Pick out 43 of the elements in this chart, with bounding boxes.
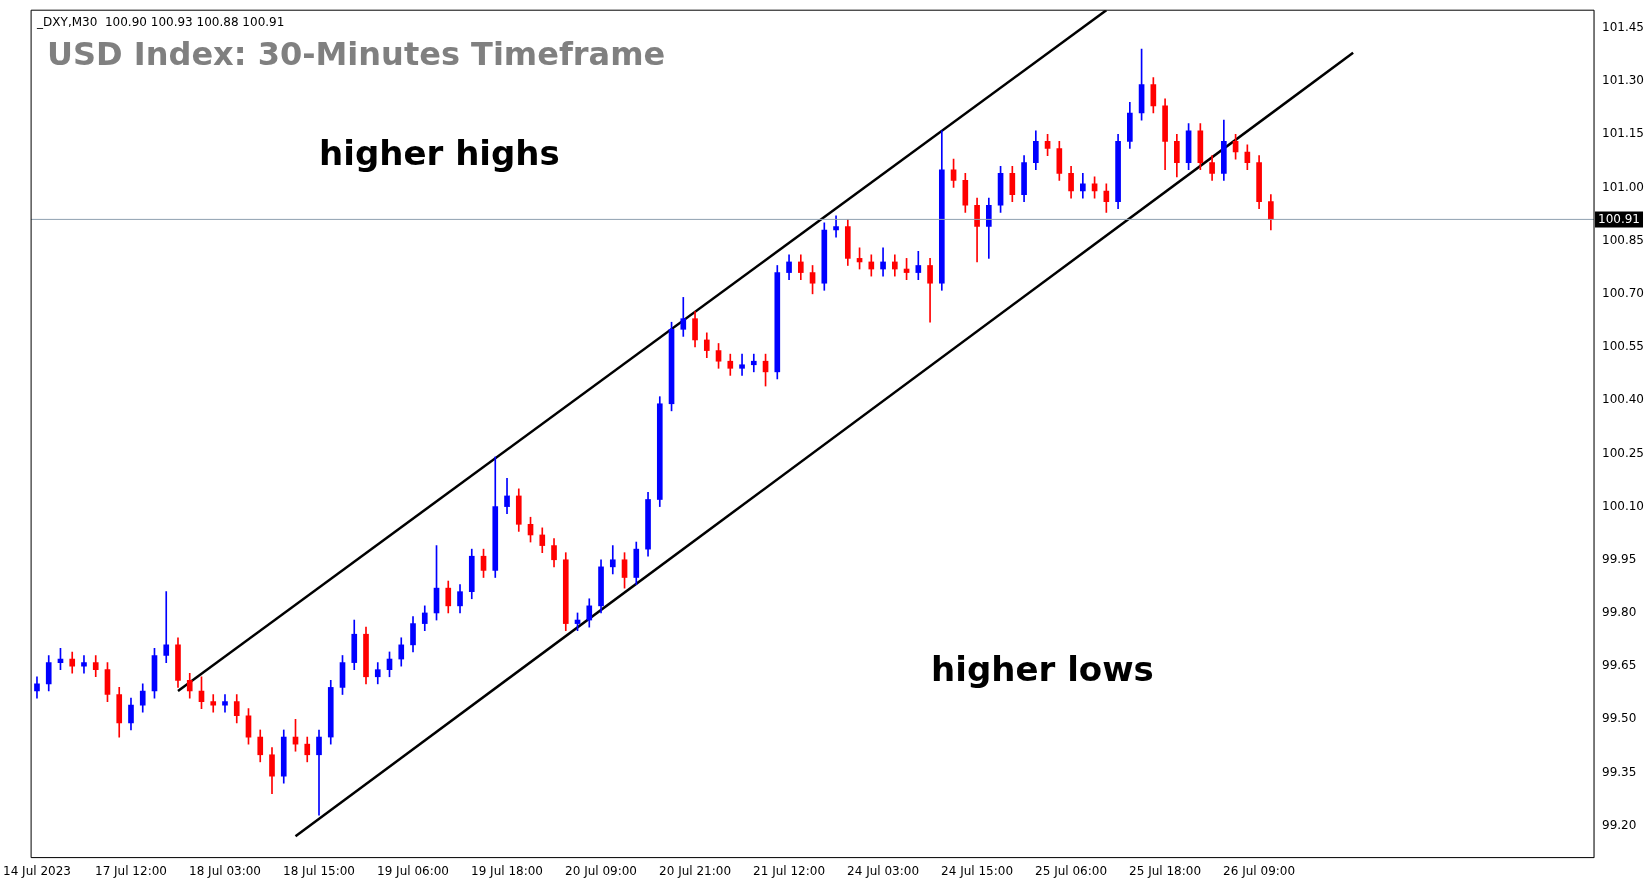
y-tick-label: 99.95 bbox=[1602, 551, 1637, 566]
candlestick bbox=[750, 353, 757, 373]
candlestick bbox=[210, 694, 217, 713]
candlestick bbox=[739, 353, 745, 376]
y-tick-label: 99.50 bbox=[1602, 711, 1637, 726]
y-tick-label: 100.85 bbox=[1602, 232, 1645, 247]
x-tick-label: 18 Jul 03:00 bbox=[189, 863, 261, 878]
x-tick-label: 14 Jul 2023 bbox=[3, 863, 71, 878]
y-tick-label: 100.70 bbox=[1602, 285, 1645, 300]
annotation: higher lows bbox=[931, 648, 1154, 689]
x-tick-label: 19 Jul 18:00 bbox=[471, 863, 543, 878]
x-tick-label: 21 Jul 12:00 bbox=[753, 863, 826, 878]
y-tick-label: 100.10 bbox=[1602, 498, 1645, 513]
y-tick-label: 99.20 bbox=[1602, 817, 1637, 832]
x-tick-label: 24 Jul 15:00 bbox=[941, 863, 1014, 878]
y-tick-label: 100.55 bbox=[1602, 339, 1645, 354]
x-tick-label: 20 Jul 09:00 bbox=[565, 863, 638, 878]
y-tick-label: 99.35 bbox=[1602, 764, 1637, 779]
x-tick-label: 26 Jul 09:00 bbox=[1223, 863, 1296, 878]
y-tick-label: 100.40 bbox=[1602, 392, 1645, 407]
candlestick bbox=[880, 247, 886, 277]
x-tick-label: 24 Jul 03:00 bbox=[847, 863, 920, 878]
y-tick-label: 101.30 bbox=[1602, 73, 1645, 88]
candlestick bbox=[222, 694, 228, 713]
x-tick-label: 19 Jul 06:00 bbox=[377, 863, 449, 878]
x-tick-label: 25 Jul 06:00 bbox=[1035, 863, 1108, 878]
text: USD Index: 30-Minutes Timeframe bbox=[47, 34, 666, 73]
annotation: higher highs bbox=[319, 132, 560, 173]
y-tick-label: 101.00 bbox=[1602, 179, 1645, 194]
y-tick-label: 100.25 bbox=[1602, 445, 1645, 460]
x-tick-label: 18 Jul 15:00 bbox=[283, 863, 355, 878]
y-tick-label: 99.80 bbox=[1602, 605, 1637, 620]
candlestick bbox=[81, 655, 87, 674]
x-tick-label: 20 Jul 21:00 bbox=[659, 863, 732, 878]
text: _DXY,M30 100.90 100.93 100.88 100.91 bbox=[36, 15, 285, 30]
y-tick-label: 101.15 bbox=[1602, 126, 1645, 141]
candlestick bbox=[316, 729, 322, 816]
x-tick-label: 17 Jul 12:00 bbox=[95, 863, 167, 878]
candlestick bbox=[163, 591, 170, 663]
ref-line-label: 100.91 bbox=[1598, 211, 1641, 226]
y-tick-label: 101.45 bbox=[1602, 20, 1645, 35]
x-tick-label: 25 Jul 18:00 bbox=[1129, 863, 1202, 878]
y-tick-label: 99.65 bbox=[1602, 658, 1637, 673]
